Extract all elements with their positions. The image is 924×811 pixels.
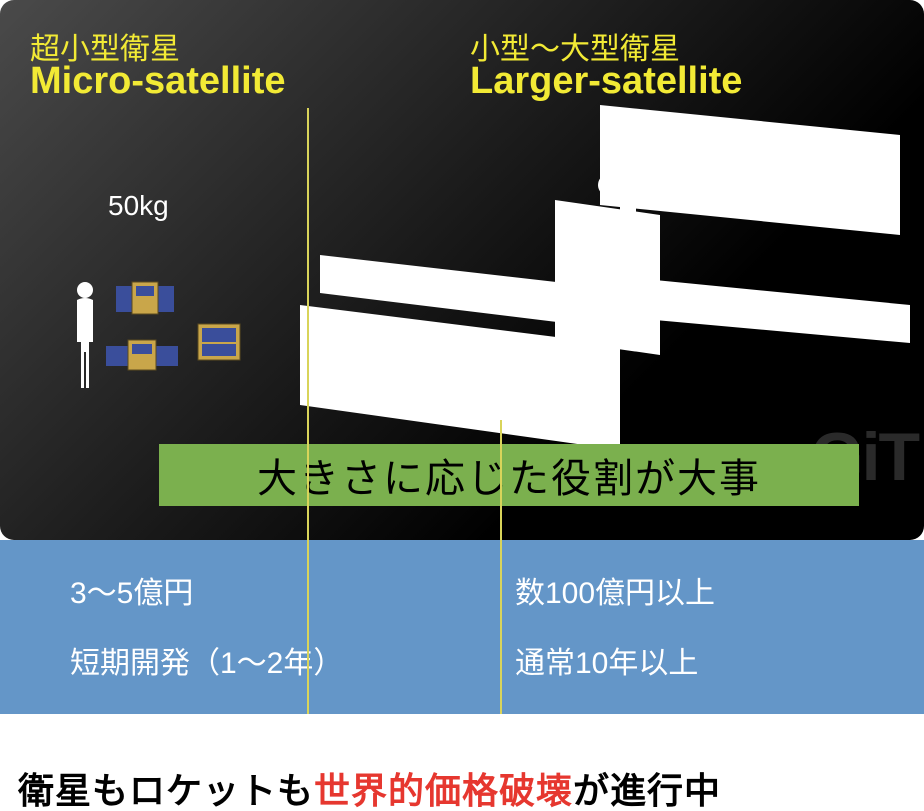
micro-weight: 50kg <box>108 190 169 222</box>
micro-satellite-group <box>70 240 270 400</box>
leader-line-right <box>500 420 502 714</box>
cubesat-icon <box>106 334 178 378</box>
large-satellite-icon <box>300 105 920 475</box>
larger-cost: 数100億円以上 <box>515 568 906 612</box>
dark-panel: 超小型衛星 Micro-satellite 小型〜大型衛星 Larger-sat… <box>0 0 924 540</box>
blue-col-right: 数100億円以上 通常10年以上 <box>479 540 924 714</box>
person-icon <box>70 280 100 390</box>
larger-dev: 通常10年以上 <box>515 638 906 682</box>
footer-accent: 世界的価格破壊 <box>314 770 573 811</box>
footer-part2: が進行中 <box>573 770 721 811</box>
cubesat-icon <box>194 320 244 364</box>
blue-col-left: 3〜5億円 短期開発（1〜2年） <box>0 540 479 714</box>
footer-line: 衛星もロケットも世界的価格破壊が進行中 <box>18 762 721 811</box>
green-banner: 大きさに応じた役割が大事 <box>159 444 859 506</box>
cubesat-icon <box>116 276 174 322</box>
slide-root: 超小型衛星 Micro-satellite 小型〜大型衛星 Larger-sat… <box>0 0 924 811</box>
blue-strip: 3〜5億円 短期開発（1〜2年） 数100億円以上 通常10年以上 <box>0 540 924 714</box>
leader-line-left <box>307 108 309 714</box>
larger-heading-en: Larger-satellite <box>470 60 742 103</box>
micro-cost: 3〜5億円 <box>70 568 461 612</box>
micro-dev: 短期開発（1〜2年） <box>70 638 461 682</box>
micro-heading-en: Micro-satellite <box>30 60 286 103</box>
footer-part1: 衛星もロケットも <box>18 770 314 811</box>
